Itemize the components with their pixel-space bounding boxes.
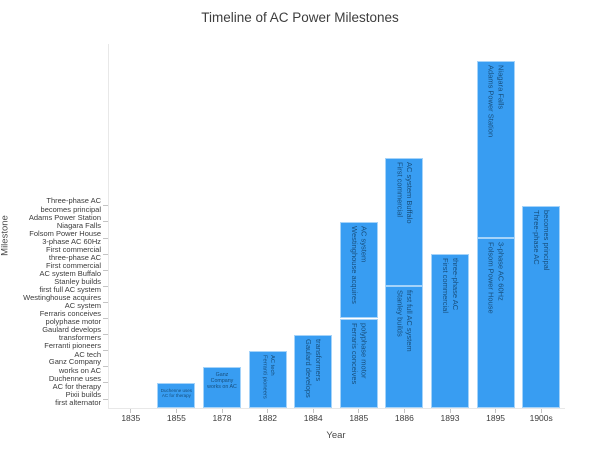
x-tick-mark [221,409,223,413]
y-tick-mark [103,205,108,207]
y-tick-label: Westinghouse acquires AC system [23,293,101,311]
y-tick-label: First commercial three-phase AC [45,244,101,262]
y-tick-label: Ganz Company works on AC [48,357,101,375]
y-tick-mark [103,269,108,271]
bar-segment-1886[interactable]: First commercial AC system Buffalo [385,157,424,287]
chart-title: Timeline of AC Power Milestones [201,10,399,25]
bar-segment-1882[interactable]: Ferranti pioneers AC tech [248,350,287,408]
x-tick-mark [540,409,542,413]
y-tick-label: Duchenne uses AC for therapy [48,373,101,391]
x-tick-label: 1878 [212,413,232,423]
bar-segment-label: Gaulard develops transformers [304,338,323,398]
bar-segment-1895[interactable]: Adams Power Station Niagara Falls [476,60,515,238]
bar-segment-label: Ganz Company works on AC [207,371,237,390]
y-tick-mark [103,285,108,287]
y-tick-mark [103,253,108,255]
y-tick-mark [103,318,108,319]
bar-segment-1884[interactable]: Gaulard develops transformers [294,334,333,408]
bar-segment-label: First commercial AC system Buffalo [395,161,415,224]
y-tick-mark [103,398,108,400]
bar-segment-1885[interactable]: Ferraris conceives polyphase motor [339,318,378,408]
bar-segment-label: Ferranti pioneers AC tech [261,354,276,399]
y-tick-label: First commercial AC system Buffalo [39,260,101,278]
y-tick-label: Gaulard develops transformers [42,325,101,343]
bar-segment-1886[interactable]: Stanley builds first full AC system [385,286,424,408]
bar-segment-label: First commercial three-phase AC [441,258,460,314]
y-tick-mark [103,350,108,352]
x-tick-label: 1835 [121,413,141,423]
x-tick-mark [267,409,269,413]
bar-segment-1895[interactable]: Folsom Power House 3-phase AC 60Hz [476,238,515,408]
bar-segment-1893[interactable]: First commercial three-phase AC [431,254,469,408]
x-tick-mark [403,409,405,413]
x-tick-mark [312,409,314,413]
bar-segment-1878[interactable]: Ganz Company works on AC [203,366,241,408]
x-tick-mark [495,409,497,413]
x-axis-title: Year [326,430,346,441]
bar-segment-label: Ferraris conceives polyphase motor [349,322,369,384]
x-tick-label: 1886 [394,413,414,423]
y-tick-label: Adams Power Station Niagara Falls [28,212,101,230]
y-tick-label: Stanley builds first full AC system [39,276,101,295]
x-tick-label: 1884 [303,413,323,423]
y-tick-mark [103,237,108,239]
y-tick-label: Pixii builds first alternator [55,389,101,407]
y-tick-mark [103,301,108,303]
bar-segment-label: Folsom Power House 3-phase AC 60Hz [486,242,506,314]
bar-segment-label: Adams Power Station Niagara Falls [486,64,506,138]
x-tick-label: 1900s [529,413,553,423]
x-tick-mark [175,409,177,413]
y-tick-label: Three-phase AC becomes principal [40,196,101,214]
y-tick-label: Ferranti pioneers AC tech [44,341,101,359]
x-tick-label: 1895 [486,413,506,423]
x-tick-label: 1855 [166,413,186,423]
bar-segment-1855[interactable]: Duchenne uses AC for therapy [157,382,196,408]
y-tick-mark [103,366,108,368]
x-tick-mark [358,409,360,413]
bar-segment-label: Duchenne uses AC for therapy [160,387,193,399]
x-tick-label: 1893 [440,413,460,423]
y-tick-label: Ferraris conceives polyphase motor [39,309,101,327]
y-tick-label: Folsom Power House 3-phase AC 60Hz [29,228,101,246]
bar-segment-1900s[interactable]: Three-phase AC becomes principal [522,205,561,408]
x-tick-label: 1885 [349,413,369,423]
y-tick-mark [103,382,108,384]
bar-segment-1885[interactable]: Westinghouse acquires AC system [339,221,378,319]
x-tick-mark [449,409,451,413]
y-tick-mark [103,221,108,223]
bar-segment-label: Westinghouse acquires AC system [349,225,369,304]
x-tick-label: 1882 [258,413,278,423]
bar-segment-label: Stanley builds first full AC system [395,290,415,352]
x-tick-mark [130,409,132,413]
y-tick-mark [103,334,108,336]
plot-area [108,44,565,409]
bar-segment-label: Three-phase AC becomes principal [532,209,551,271]
